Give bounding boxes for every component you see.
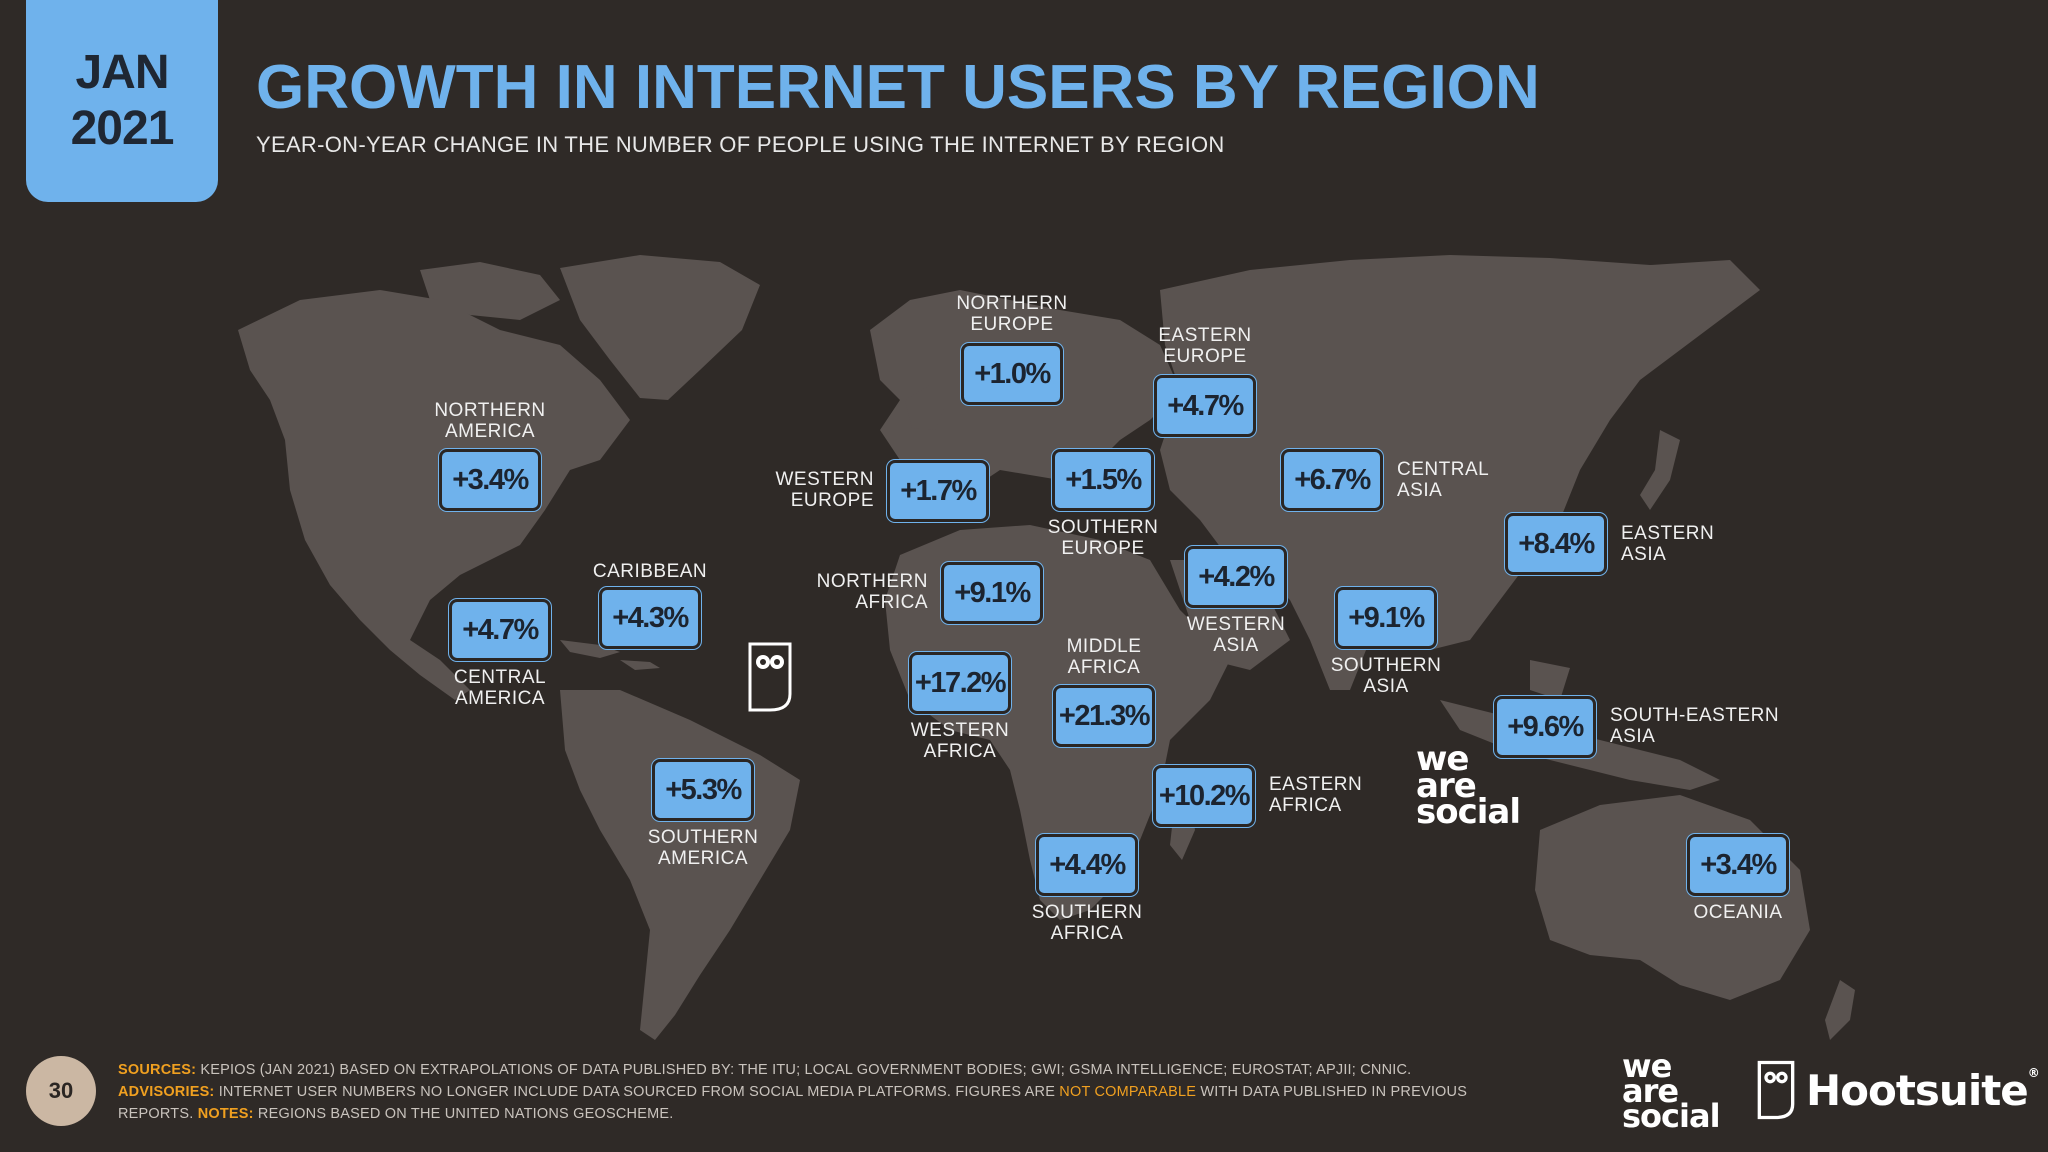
sources-key: SOURCES: (118, 1062, 197, 1078)
greenland-landmass (560, 255, 760, 400)
value-box-eastern-asia: +8.4% (1505, 513, 1607, 575)
north-america-landmass (238, 290, 630, 700)
footer-we-are-social-logo: we are social (1622, 1047, 1721, 1135)
caribbean-landmass (560, 640, 660, 670)
value-box-western-asia: +4.2% (1185, 546, 1287, 608)
value-box-western-africa: +17.2% (909, 652, 1011, 714)
region-label-eastern-asia: EASTERN ASIA (1621, 523, 1715, 565)
page-title: GROWTH IN INTERNET USERS BY REGION (256, 53, 1540, 122)
japan-landmass (1640, 430, 1680, 510)
value-box-southern-europe: +1.5% (1052, 449, 1154, 511)
footer-notes: SOURCES: KEPIOS (JAN 2021) BASED ON EXTR… (118, 1059, 1538, 1125)
australia-landmass (1535, 795, 1810, 1000)
value-box-caribbean: +4.3% (599, 587, 701, 649)
region-label-northern-africa: NORTHERN AFRICA (816, 571, 928, 613)
region-label-central-america: CENTRAL AMERICA (453, 667, 547, 709)
advisories-key: ADVISORIES: (118, 1084, 215, 1100)
hootsuite-logo: Hootsuite® (1756, 1058, 2040, 1122)
region-label-caribbean: CARIBBEAN (592, 561, 708, 582)
hootsuite-wordmark: Hootsuite® (1806, 1065, 2040, 1115)
region-label-northern-america: NORTHERN AMERICA (434, 400, 546, 442)
date-tab: JAN 2021 (26, 0, 218, 202)
value-box-central-america: +4.7% (449, 599, 551, 661)
date-month: JAN (75, 46, 169, 99)
new-zealand-landmass (1825, 980, 1855, 1040)
date-year: 2021 (70, 102, 175, 155)
value-box-southern-asia: +9.1% (1335, 587, 1437, 649)
advisories-text-1: INTERNET USER NUMBERS NO LONGER INCLUDE … (218, 1084, 1056, 1100)
value-box-eastern-europe: +4.7% (1154, 375, 1256, 437)
hootsuite-owl-footer-icon (1757, 1060, 1795, 1120)
value-box-northern-africa: +9.1% (941, 562, 1043, 624)
region-label-south-eastern-asia: SOUTH-EASTERN ASIA (1610, 705, 1780, 747)
page-subtitle: YEAR-ON-YEAR CHANGE IN THE NUMBER OF PEO… (256, 132, 1225, 157)
advisories-highlight: NOT COMPARABLE (1059, 1084, 1197, 1100)
asia-landmass (1160, 255, 1760, 690)
region-label-southern-asia: SOUTHERN ASIA (1330, 655, 1442, 697)
arctic-islands-landmass (420, 262, 560, 320)
region-label-southern-america: SOUTHERN AMERICA (647, 827, 759, 869)
region-label-western-europe: WESTERN EUROPE (775, 469, 874, 511)
notes-text: REGIONS BASED ON THE UNITED NATIONS GEOS… (257, 1106, 674, 1122)
value-box-eastern-africa: +10.2% (1153, 765, 1255, 827)
value-box-south-eastern-asia: +9.6% (1494, 696, 1596, 758)
region-label-eastern-europe: EASTERN EUROPE (1158, 325, 1252, 367)
we-are-social-logo: we are social (1416, 739, 1521, 833)
region-label-southern-africa: SOUTHERN AFRICA (1031, 902, 1143, 944)
region-label-eastern-africa: EASTERN AFRICA (1269, 774, 1363, 816)
value-box-central-asia: +6.7% (1281, 449, 1383, 511)
hootsuite-owl-icon (748, 642, 792, 712)
region-label-central-asia: CENTRAL ASIA (1397, 459, 1490, 501)
region-label-southern-europe: SOUTHERN EUROPE (1047, 517, 1159, 559)
region-label-middle-africa: MIDDLE AFRICA (1066, 636, 1142, 678)
notes-key: NOTES: (197, 1106, 254, 1122)
advisories-text-2: WITH DATA PUBLISHED IN PREVIOUS REPORTS. (118, 1084, 1468, 1122)
region-label-northern-europe: NORTHERN EUROPE (956, 293, 1068, 335)
value-box-southern-africa: +4.4% (1036, 834, 1138, 896)
british-isles-landmass (905, 385, 945, 430)
region-label-western-asia: WESTERN ASIA (1186, 614, 1286, 656)
southeast-asia-landmass (1440, 660, 1720, 790)
value-box-southern-america: +5.3% (652, 759, 754, 821)
region-label-western-africa: WESTERN AFRICA (910, 720, 1010, 762)
page-number: 30 (26, 1056, 96, 1126)
sources-text: KEPIOS (JAN 2021) BASED ON EXTRAPOLATION… (200, 1062, 1412, 1078)
value-box-western-europe: +1.7% (887, 460, 989, 522)
value-box-northern-america: +3.4% (439, 449, 541, 511)
region-label-oceania: OCEANIA (1693, 902, 1783, 923)
value-box-middle-africa: +21.3% (1053, 685, 1155, 747)
value-box-northern-europe: +1.0% (961, 343, 1063, 405)
value-box-oceania: +3.4% (1687, 834, 1789, 896)
